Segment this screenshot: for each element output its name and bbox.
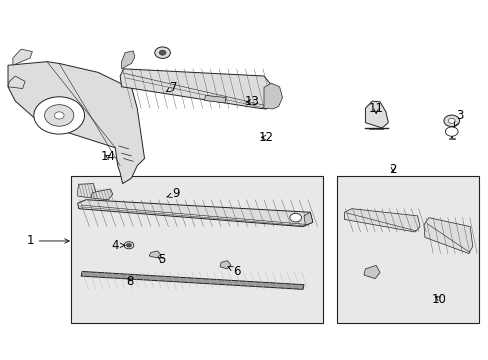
Circle shape	[289, 213, 301, 222]
Polygon shape	[81, 271, 304, 289]
Polygon shape	[8, 76, 25, 89]
Polygon shape	[344, 209, 419, 232]
Circle shape	[443, 115, 459, 127]
Circle shape	[445, 127, 457, 136]
Circle shape	[159, 50, 165, 55]
Polygon shape	[78, 200, 312, 226]
Circle shape	[44, 105, 74, 126]
Polygon shape	[423, 218, 472, 253]
Text: 14: 14	[100, 150, 115, 163]
Circle shape	[155, 47, 170, 58]
Text: 13: 13	[244, 95, 259, 108]
Bar	[336, 176, 478, 323]
Text: 1: 1	[26, 234, 69, 247]
Circle shape	[126, 243, 131, 247]
Text: 4: 4	[111, 239, 124, 252]
Circle shape	[54, 112, 64, 119]
Text: 12: 12	[259, 131, 273, 144]
Text: 7: 7	[166, 81, 177, 94]
Text: 9: 9	[166, 187, 180, 200]
Circle shape	[34, 97, 84, 134]
Text: 2: 2	[388, 163, 396, 176]
Polygon shape	[304, 212, 312, 225]
Polygon shape	[264, 83, 282, 109]
Text: 3: 3	[453, 109, 463, 127]
Polygon shape	[204, 95, 225, 103]
Text: 5: 5	[158, 253, 165, 266]
Polygon shape	[78, 184, 96, 198]
Text: 11: 11	[368, 102, 383, 115]
Polygon shape	[363, 265, 379, 279]
Circle shape	[124, 242, 134, 249]
Bar	[71, 176, 322, 323]
Polygon shape	[8, 62, 144, 184]
Polygon shape	[91, 189, 113, 200]
Polygon shape	[365, 101, 387, 128]
Polygon shape	[122, 51, 135, 69]
Polygon shape	[220, 261, 230, 269]
Polygon shape	[149, 251, 160, 258]
Text: 8: 8	[126, 275, 133, 288]
Text: 10: 10	[431, 293, 446, 306]
Polygon shape	[13, 49, 32, 65]
Polygon shape	[120, 69, 273, 109]
Circle shape	[447, 118, 454, 123]
Text: 6: 6	[227, 265, 241, 278]
